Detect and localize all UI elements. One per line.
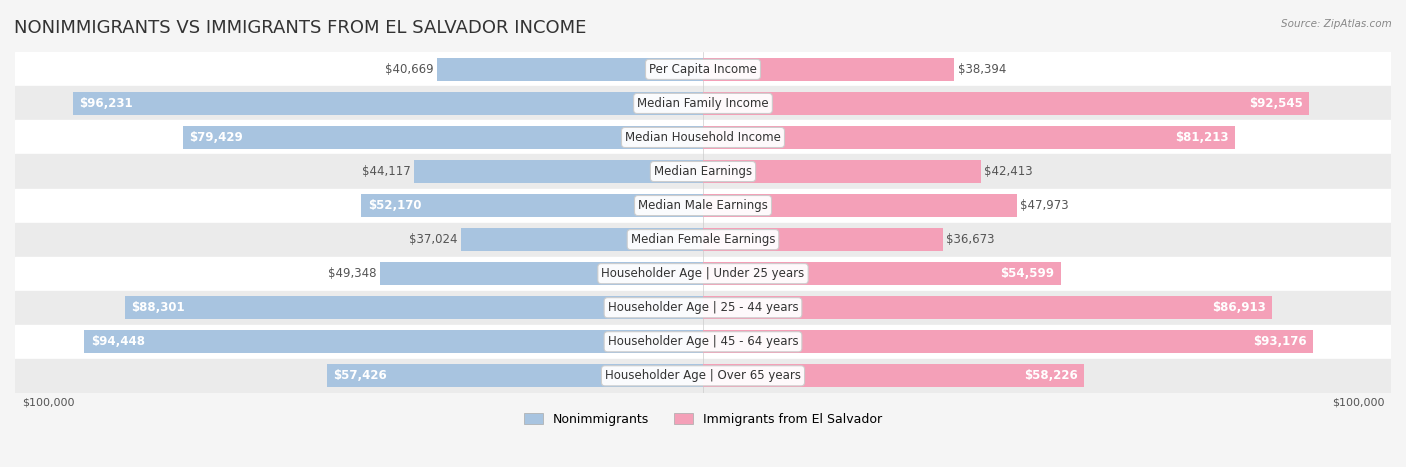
Text: Source: ZipAtlas.com: Source: ZipAtlas.com	[1281, 19, 1392, 28]
Bar	[380, 262, 703, 285]
Bar	[703, 262, 1060, 285]
Bar	[84, 330, 703, 354]
Bar	[703, 194, 1017, 217]
Bar	[15, 86, 1391, 120]
Text: $54,599: $54,599	[1000, 267, 1054, 280]
Text: $96,231: $96,231	[79, 97, 134, 110]
Text: $79,429: $79,429	[190, 131, 243, 144]
Bar	[703, 92, 1309, 115]
Bar	[413, 160, 703, 183]
Bar	[703, 296, 1272, 319]
Bar	[15, 290, 1391, 325]
Bar	[326, 364, 703, 388]
Bar	[15, 325, 1391, 359]
Text: $49,348: $49,348	[328, 267, 377, 280]
Text: NONIMMIGRANTS VS IMMIGRANTS FROM EL SALVADOR INCOME: NONIMMIGRANTS VS IMMIGRANTS FROM EL SALV…	[14, 19, 586, 37]
Bar	[73, 92, 703, 115]
Text: Householder Age | Under 25 years: Householder Age | Under 25 years	[602, 267, 804, 280]
Text: $58,226: $58,226	[1024, 369, 1078, 382]
Text: $52,170: $52,170	[368, 199, 422, 212]
Text: $86,913: $86,913	[1212, 301, 1265, 314]
Bar	[703, 58, 955, 81]
Text: Median Male Earnings: Median Male Earnings	[638, 199, 768, 212]
Text: Median Female Earnings: Median Female Earnings	[631, 233, 775, 246]
Bar	[15, 120, 1391, 155]
Text: $44,117: $44,117	[361, 165, 411, 178]
Bar	[703, 364, 1084, 388]
Text: $81,213: $81,213	[1175, 131, 1229, 144]
Bar	[125, 296, 703, 319]
Text: Median Earnings: Median Earnings	[654, 165, 752, 178]
Bar	[15, 155, 1391, 189]
Text: $38,394: $38,394	[957, 63, 1007, 76]
Text: $93,176: $93,176	[1253, 335, 1306, 348]
Bar	[361, 194, 703, 217]
Text: $94,448: $94,448	[91, 335, 145, 348]
Text: $40,669: $40,669	[385, 63, 433, 76]
Bar	[15, 257, 1391, 290]
Bar	[461, 228, 703, 251]
Text: $47,973: $47,973	[1021, 199, 1069, 212]
Text: Per Capita Income: Per Capita Income	[650, 63, 756, 76]
Text: Householder Age | 25 - 44 years: Householder Age | 25 - 44 years	[607, 301, 799, 314]
Text: Householder Age | Over 65 years: Householder Age | Over 65 years	[605, 369, 801, 382]
Text: Median Family Income: Median Family Income	[637, 97, 769, 110]
Text: $42,413: $42,413	[984, 165, 1032, 178]
Text: $92,545: $92,545	[1249, 97, 1302, 110]
Bar	[703, 228, 943, 251]
Text: Householder Age | 45 - 64 years: Householder Age | 45 - 64 years	[607, 335, 799, 348]
Bar	[703, 126, 1234, 149]
Legend: Nonimmigrants, Immigrants from El Salvador: Nonimmigrants, Immigrants from El Salvad…	[519, 408, 887, 431]
Bar	[437, 58, 703, 81]
Bar	[15, 52, 1391, 86]
Bar	[183, 126, 703, 149]
Bar	[703, 160, 981, 183]
Bar	[15, 189, 1391, 223]
Text: $37,024: $37,024	[409, 233, 457, 246]
Text: $36,673: $36,673	[946, 233, 995, 246]
Bar	[15, 223, 1391, 257]
Text: $57,426: $57,426	[333, 369, 387, 382]
Text: $88,301: $88,301	[131, 301, 184, 314]
Text: Median Household Income: Median Household Income	[626, 131, 780, 144]
Bar	[15, 359, 1391, 393]
Bar	[703, 330, 1313, 354]
